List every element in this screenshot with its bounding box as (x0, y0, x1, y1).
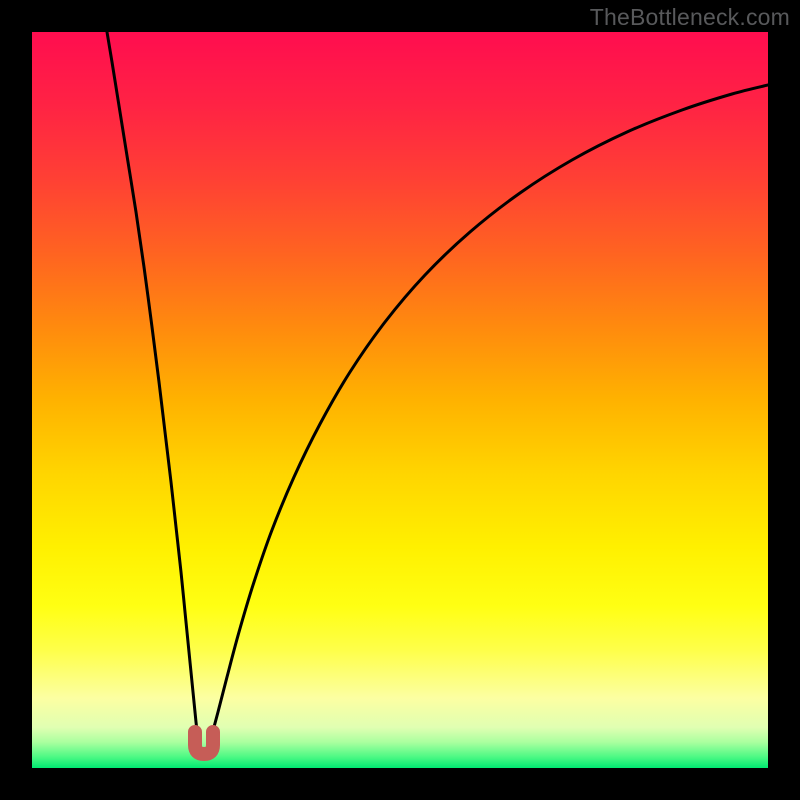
curve-right-branch (208, 85, 768, 746)
curve-left-branch (107, 32, 200, 747)
plot-frame (32, 32, 768, 768)
trough-marker (195, 732, 213, 754)
bottleneck-curve (32, 32, 768, 768)
watermark-text: TheBottleneck.com (590, 4, 790, 31)
